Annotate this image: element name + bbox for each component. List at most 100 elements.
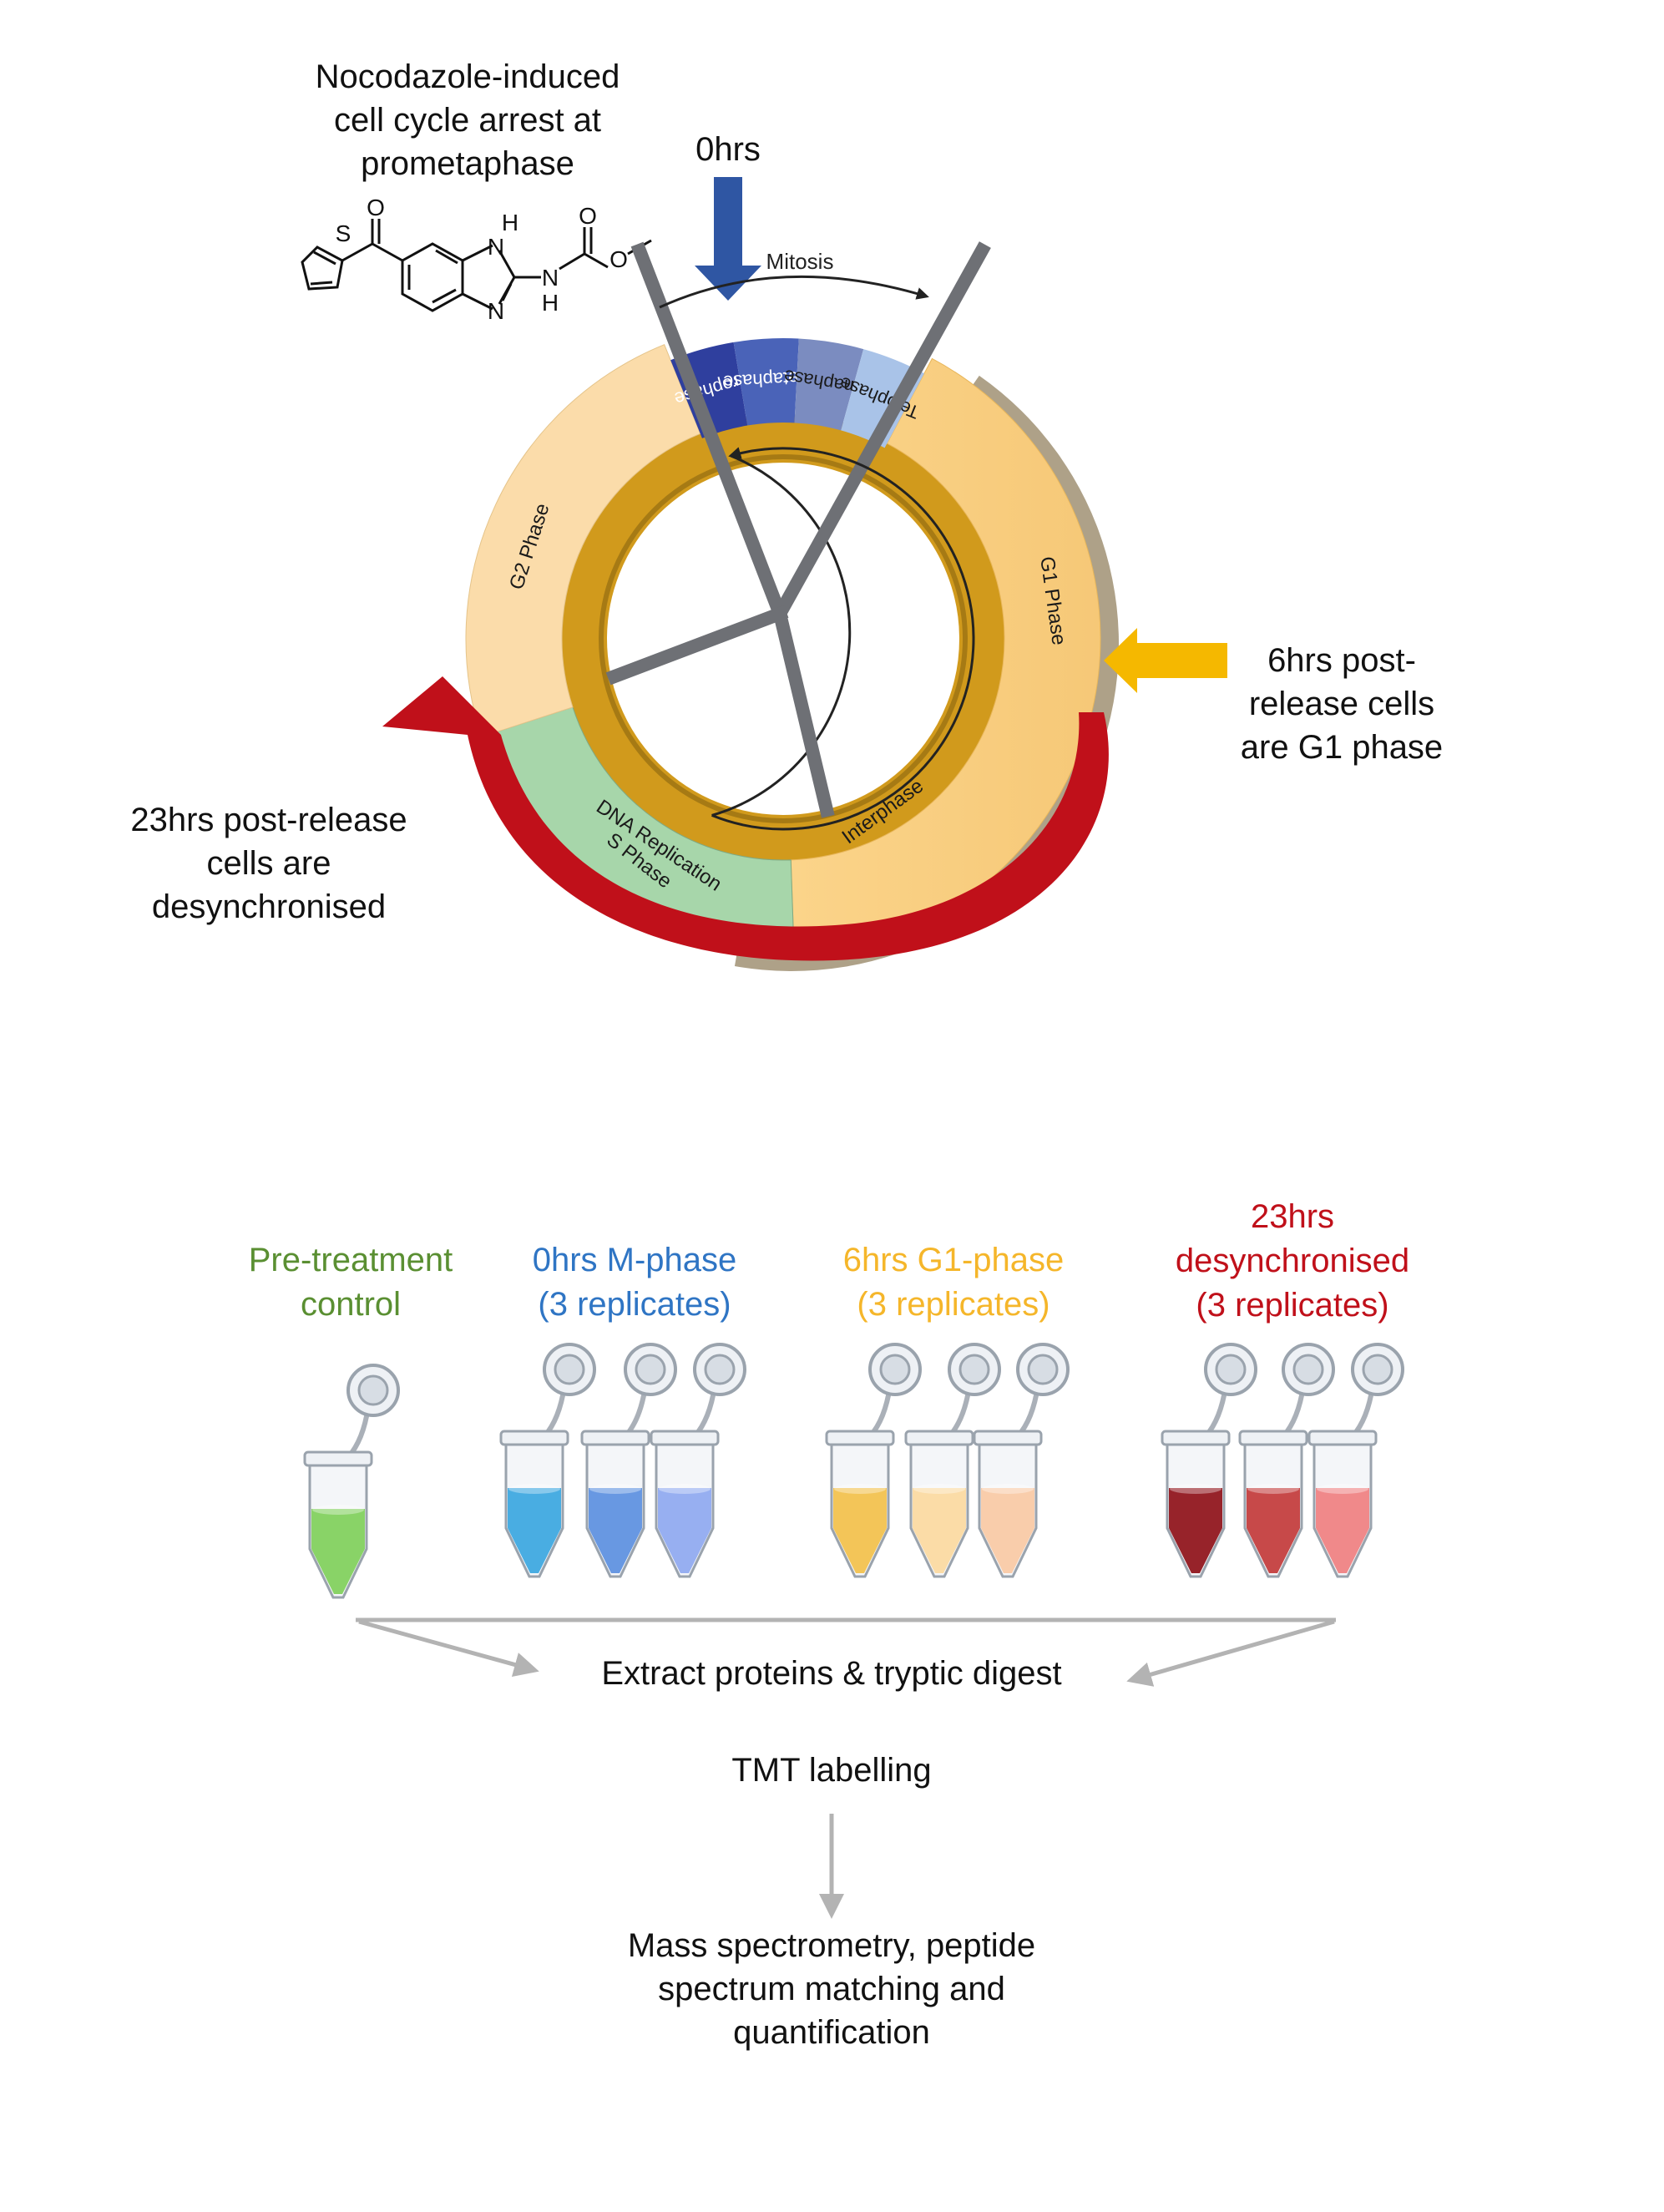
group-6hrs-title-line-1: 6hrs G1-phase: [843, 1242, 1065, 1278]
t6-arrow: [1104, 628, 1227, 693]
sample-tube: [580, 1343, 677, 1578]
sample-tube: [1238, 1343, 1335, 1578]
group-pre-treatment: Pre-treatment control: [249, 1242, 453, 1599]
arrest-caption: Nocodazole-induced cell cycle arrest at …: [316, 58, 620, 182]
group-0hrs-title-line-2: (3 replicates): [538, 1286, 731, 1323]
telophase-sector: [841, 349, 925, 448]
tube-liquid: [913, 1488, 966, 1573]
tube-lid-inner: [1215, 1354, 1247, 1385]
tube-liquid-surface: [312, 1505, 364, 1515]
tube-liquid-surface: [589, 1484, 641, 1494]
workflow-arrow-left: [358, 1619, 539, 1678]
arrest-line-1: Nocodazole-induced: [316, 58, 620, 95]
t6-line-3: are G1 phase: [1241, 729, 1443, 766]
interphase-band: [559, 414, 1008, 863]
atom-o-ester: O: [609, 246, 628, 272]
tube-rim: [904, 1430, 974, 1446]
tube-rim: [650, 1430, 720, 1446]
group-6hrs-title-line-2: (3 replicates): [857, 1286, 1049, 1323]
sample-tube: [499, 1343, 596, 1578]
mitosis-arrow: [659, 275, 929, 309]
tube-liquid-surface: [834, 1484, 886, 1494]
sample-tube: [650, 1343, 746, 1578]
tube-lid-inner: [1362, 1354, 1393, 1385]
sample-tube: [303, 1364, 400, 1599]
atom-o-ketone: O: [367, 195, 385, 220]
t23-line-1: 23hrs post-release: [130, 802, 407, 838]
tube-liquid: [833, 1488, 887, 1573]
tube-liquid: [1169, 1488, 1222, 1573]
t23-line-3: desynchronised: [152, 888, 386, 925]
tube-lid-inner: [554, 1354, 585, 1385]
nocodazole-structure: [301, 219, 652, 312]
group-6hrs: 6hrs G1-phase (3 replicates): [825, 1242, 1070, 1578]
anaphase-sector: [794, 338, 864, 431]
tube-lid-inner: [1027, 1354, 1059, 1385]
tube-lid-inner: [1292, 1354, 1324, 1385]
workflow-step-ms-line-3: quantification: [733, 2014, 930, 2051]
t23-arrow: [382, 676, 1109, 961]
sample-tube: [825, 1343, 922, 1578]
tube-liquid: [658, 1488, 711, 1573]
tube-lid-inner: [704, 1354, 736, 1385]
atom-h-top: H: [502, 210, 518, 235]
t6-line-1: 6hrs post-: [1267, 642, 1416, 679]
atom-nh-n: N: [542, 265, 559, 291]
sample-groups: Pre-treatment control 0hrs M-phase (3 repli…: [249, 1198, 1409, 1599]
g2-sector: [465, 344, 701, 738]
atom-s: S: [336, 220, 352, 246]
sample-tube: [1161, 1343, 1257, 1578]
sample-tube: [973, 1343, 1070, 1578]
interphase-band-inner-edge: [599, 454, 968, 823]
mitosis-label: Mitosis: [766, 249, 834, 274]
tube-rim: [580, 1430, 650, 1446]
group-23hrs-title-line-2: desynchronised: [1176, 1243, 1409, 1279]
tube-liquid-surface: [982, 1484, 1034, 1494]
atom-o-carbonyl: O: [579, 203, 597, 229]
atom-n-bottom: N: [488, 298, 504, 324]
workflow-step-extract: Extract proteins & tryptic digest: [601, 1655, 1061, 1692]
tube-liquid: [1247, 1488, 1300, 1573]
molecule-atom-labels: S O O O N H N N H: [336, 195, 628, 324]
tube-liquid-surface: [1247, 1484, 1299, 1494]
tube-rim: [1307, 1430, 1378, 1446]
tube-lid-inner: [635, 1354, 666, 1385]
workflow-step-tmt: TMT labelling: [731, 1752, 931, 1789]
spindle-lines: [605, 241, 991, 818]
group-pre-treatment-title-line-1: Pre-treatment: [249, 1242, 453, 1278]
t0-label: 0hrs: [695, 131, 761, 168]
tube-rim: [499, 1430, 569, 1446]
atom-n-top: N: [488, 234, 504, 260]
atom-nh-h: H: [542, 290, 559, 316]
metaphase-sector: [733, 338, 799, 426]
interphase-cycle-track: [711, 454, 852, 817]
t23-line-2: cells are: [207, 845, 331, 882]
tube-lid-inner: [879, 1354, 911, 1385]
t6-label: 6hrs post- release cells are G1 phase: [1241, 642, 1443, 766]
t0-arrow: [695, 177, 761, 301]
tube-rim: [1161, 1430, 1231, 1446]
sample-tube: [904, 1343, 1001, 1578]
tube-rim: [1238, 1430, 1308, 1446]
tube-rim: [973, 1430, 1043, 1446]
tube-liquid: [589, 1488, 642, 1573]
arrest-line-2: cell cycle arrest at: [334, 102, 601, 139]
tube-liquid: [1316, 1488, 1369, 1573]
tube-liquid-surface: [508, 1484, 560, 1494]
tube-rim: [825, 1430, 895, 1446]
group-23hrs: 23hrs desynchronised (3 replicates): [1161, 1198, 1409, 1578]
tube-liquid: [508, 1488, 561, 1573]
tube-liquid: [981, 1488, 1034, 1573]
group-23hrs-title-line-1: 23hrs: [1251, 1198, 1334, 1235]
workflow: Extract proteins & tryptic digest TMT la…: [356, 1617, 1336, 2051]
group-0hrs: 0hrs M-phase (3 replicates): [499, 1242, 746, 1578]
sample-tube: [1307, 1343, 1404, 1578]
tube-lid-inner: [357, 1374, 389, 1406]
tube-liquid-surface: [1317, 1484, 1368, 1494]
t6-line-2: release cells: [1249, 686, 1434, 722]
workflow-step-ms-line-2: spectrum matching and: [658, 1971, 1005, 2007]
tube-liquid-surface: [913, 1484, 965, 1494]
workflow-step-ms-line-1: Mass spectrometry, peptide: [628, 1927, 1035, 1964]
